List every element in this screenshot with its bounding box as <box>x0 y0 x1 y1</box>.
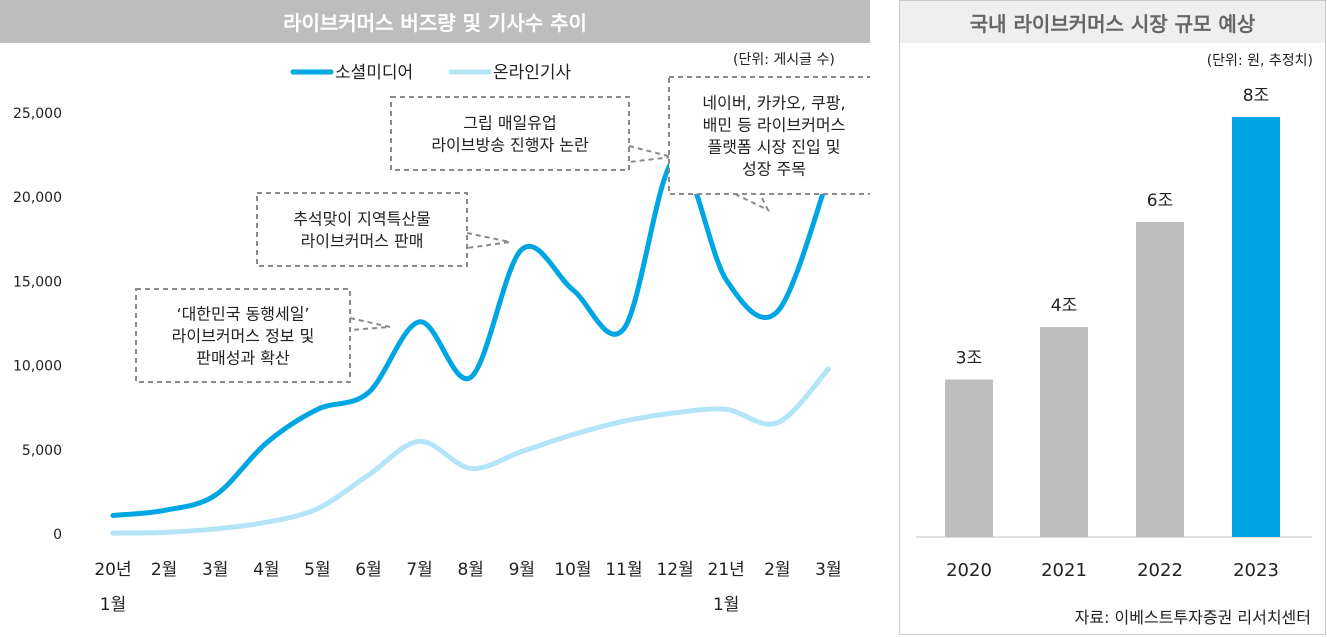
market-chart-panel: 국내 라이브커머스 시장 규모 예상 (단위: 원, 추정치) 3조 2020 4조… <box>899 0 1326 635</box>
annotation-box <box>256 192 468 267</box>
x-tick-label: 12월 <box>656 560 693 580</box>
annotation-text: 그립 매일유업 <box>463 114 556 133</box>
y-tick-label: 0 <box>53 527 62 543</box>
bar-2022 <box>1136 222 1184 537</box>
x-tick-label: 11월 <box>605 560 642 580</box>
annotation-box <box>668 76 870 195</box>
buzz-chart-title: 라이브커머스 버즈량 및 기사수 추이 <box>0 0 870 43</box>
annotation-pointer <box>734 193 771 213</box>
x-tick-label: 2022 <box>1137 560 1183 581</box>
y-tick-label: 15,000 <box>13 274 62 290</box>
series-line-social <box>110 155 831 518</box>
series-line-news <box>110 366 831 536</box>
x-tick-label-line2: 1월 <box>713 595 739 615</box>
x-tick-label-line2: 1월 <box>100 595 126 615</box>
annotation-pointer <box>628 145 673 163</box>
annotation-box <box>390 96 630 171</box>
annotation-text: 성장 주목 <box>742 160 806 179</box>
x-tick-label: 5월 <box>304 560 330 580</box>
annotation-text: 라이브커머스 판매 <box>301 232 424 251</box>
x-tick-label: 2023 <box>1233 560 1279 581</box>
bar-2021 <box>1040 327 1088 537</box>
y-tick-label: 20,000 <box>13 190 62 206</box>
x-tick-label: 2월 <box>151 560 177 580</box>
annotation-box <box>135 288 351 383</box>
bar-2020 <box>945 379 993 537</box>
annotation-text: ‘대한민국 동행세일’ <box>176 305 309 324</box>
annotation-text: 판매성과 확산 <box>196 349 290 368</box>
x-tick-label: 2월 <box>764 560 790 580</box>
data-label: 6조 <box>1147 191 1173 211</box>
annotation-text: 배민 등 라이브커머스 <box>703 116 846 135</box>
buzz-chart-unit: (단위: 게시글 수) <box>733 52 835 68</box>
buzz-chart-panel: 라이브커머스 버즈량 및 기사수 추이 (단위: 게시글 수) 0 5,000 10… <box>0 0 870 615</box>
source-note: 자료: 이베스트투자증권 리서치센터 <box>1074 608 1311 627</box>
x-tick-label: 4월 <box>253 560 279 580</box>
line-chart: 0 5,000 10,000 15,000 20,000 25,000 20년 1월 2월 3월 4… <box>13 63 870 615</box>
y-tick-label: 5,000 <box>22 443 62 459</box>
market-chart-title: 국내 라이브커머스 시장 규모 예상 <box>900 1 1325 43</box>
x-tick-label: 6월 <box>355 560 381 580</box>
annotation-text: 추석맞이 지역특산물 <box>293 210 431 229</box>
legend-label: 소셜미디어 <box>335 63 413 83</box>
x-tick-label: 20년 <box>94 560 131 580</box>
annotation-pointer <box>466 232 511 249</box>
x-tick-label: 8월 <box>457 560 483 580</box>
annotation-text: 라이브커머스 정보 및 <box>172 327 315 346</box>
x-tick-label: 2020 <box>946 560 992 581</box>
data-label: 8조 <box>1243 86 1269 106</box>
annotation-text: 네이버, 카카오, 쿠팡, <box>702 94 845 113</box>
x-tick-label: 2021 <box>1041 560 1087 581</box>
y-tick-label: 25,000 <box>13 106 62 122</box>
market-chart-unit: (단위: 원, 추정치) <box>1206 53 1313 69</box>
legend-label: 온라인기사 <box>493 63 572 83</box>
y-tick-label: 10,000 <box>13 359 62 375</box>
annotation-pointer <box>349 317 391 331</box>
annotation-text: 플랫폼 시장 진입 및 <box>707 138 840 157</box>
data-label: 3조 <box>956 349 982 369</box>
x-tick-label: 3월 <box>815 560 841 580</box>
x-tick-label: 7월 <box>406 560 432 580</box>
annotation-text: 라이브방송 진행자 논란 <box>431 136 589 155</box>
x-tick-label: 9월 <box>509 560 535 580</box>
x-tick-label: 3월 <box>202 560 228 580</box>
x-tick-label: 10월 <box>554 560 591 580</box>
bar-2023 <box>1232 117 1280 537</box>
bar-chart: 3조 2020 4조 2021 6조 2022 8조 2023 <box>916 86 1312 581</box>
data-label: 4조 <box>1051 296 1077 316</box>
x-tick-label: 21년 <box>708 560 745 580</box>
